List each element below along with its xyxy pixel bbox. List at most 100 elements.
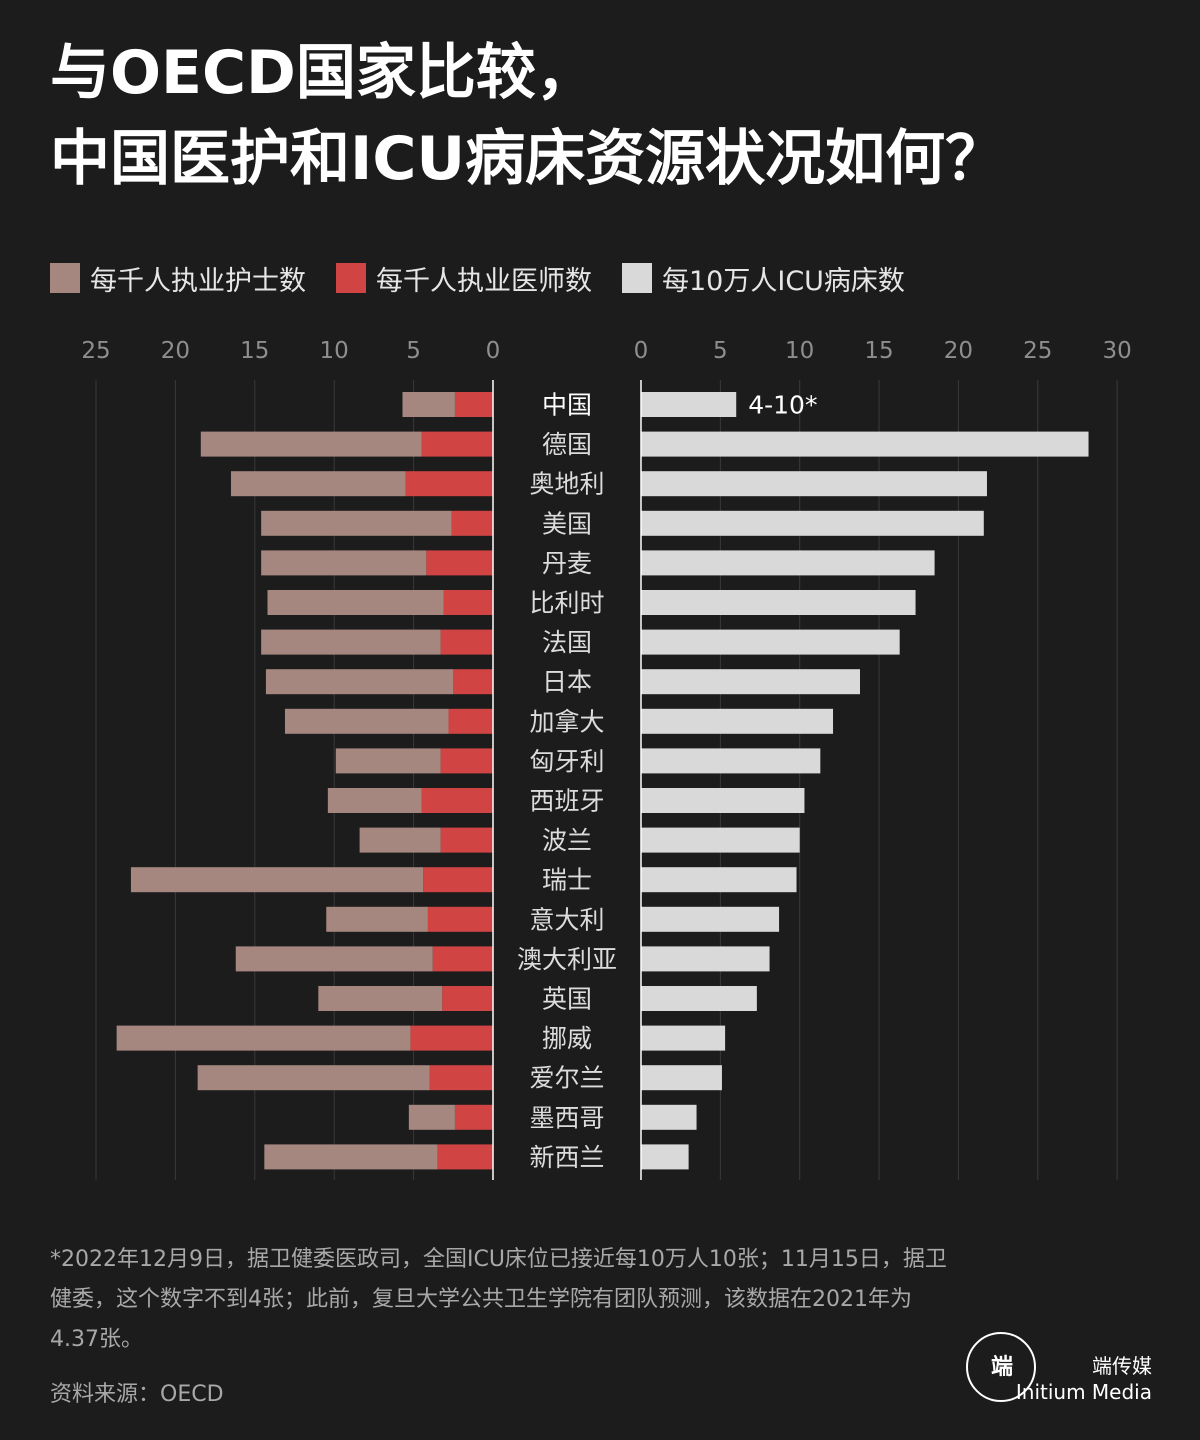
bar-icu [641, 1104, 697, 1130]
bar-icu [641, 669, 861, 695]
bar-doctors [427, 906, 493, 932]
bar-doctors [405, 471, 493, 497]
bar-doctors [423, 867, 493, 893]
bar-doctors [421, 431, 493, 457]
bar-nurses [261, 629, 441, 655]
bar-doctors [454, 1104, 493, 1130]
brand-name-cn: 端传媒 [1092, 1354, 1152, 1378]
category-label: 奥地利 [529, 470, 604, 499]
bar-icu [641, 1065, 722, 1091]
bar-icu [641, 392, 737, 417]
bar-icu [641, 867, 797, 893]
china-icu-annotation: 4-10* [748, 391, 817, 420]
bar-nurses [261, 510, 452, 536]
bar-nurses [267, 590, 444, 615]
category-label: 匈牙利 [529, 747, 604, 776]
bar-nurses [261, 550, 427, 576]
bar-chart: 25 20 15 10 5 0 0 5 10 15 20 25 30 中国德国奥地利美国丹麦比利时法国日本… [81, 338, 1132, 1180]
brand-name-en: Initium Media [1015, 1380, 1152, 1404]
category-label: 墨西哥 [529, 1103, 604, 1132]
title-line-1: 与OECD国家比较， [50, 38, 596, 108]
bar-nurses [264, 1144, 438, 1170]
bar-doctors [454, 392, 493, 417]
bar-doctors [432, 946, 493, 972]
right-axis-tick-label: 5 [713, 338, 728, 364]
legend-swatch-nurses [50, 263, 80, 293]
right-axis-tick-label: 15 [864, 338, 893, 364]
footnote: *2022年12月9日，据卫健委医政司，全国ICU床位已接近每10万人10张；1… [50, 1247, 947, 1352]
left-axis-tick-label: 10 [320, 338, 349, 364]
right-axis-tick-label: 30 [1102, 338, 1131, 364]
category-label: 澳大利亚 [517, 945, 617, 974]
bar-nurses [326, 906, 428, 932]
bar-nurses [335, 748, 441, 774]
left-axis-tick-label: 15 [240, 338, 269, 364]
brand-circle-icon: 端 [966, 1332, 1036, 1402]
bar-nurses [130, 867, 424, 893]
left-axis-tick-label: 0 [486, 338, 501, 364]
legend-label-icu: 每10万人ICU病床数 [662, 265, 905, 297]
category-label: 中国 [542, 391, 592, 420]
bar-icu [641, 827, 800, 853]
bar-icu [641, 708, 834, 734]
bar-icu [641, 629, 900, 655]
right-axis-tick-label: 10 [785, 338, 814, 364]
legend-item-nurses: 每千人执业护士数 [50, 259, 306, 298]
bar-doctors [410, 1025, 493, 1051]
source-note: 资料来源：OECD [50, 1382, 224, 1407]
brand-mark: 端 [990, 1355, 1013, 1380]
right-axis-tick-label: 0 [634, 338, 649, 364]
bar-icu [641, 550, 935, 576]
category-label: 爱尔兰 [529, 1064, 604, 1093]
bar-nurses [408, 1104, 455, 1130]
category-label: 德国 [542, 430, 592, 459]
bar-icu [641, 510, 984, 536]
title-line-2: 中国医护和ICU病床资源状况如何？ [50, 124, 1006, 194]
bar-icu [641, 1144, 689, 1170]
bar-doctors [451, 510, 493, 536]
legend-item-icu: 每10万人ICU病床数 [622, 259, 905, 298]
bar-icu [641, 471, 987, 497]
bar-icu [641, 431, 1089, 457]
chart-title: 与OECD国家比较， 中国医护和ICU病床资源状况如何？ [50, 30, 1150, 202]
bar-icu [641, 906, 780, 932]
category-label: 加拿大 [529, 707, 604, 736]
bar-doctors [448, 708, 493, 734]
left-axis-tick-label: 5 [406, 338, 421, 364]
category-label: 英国 [542, 985, 592, 1014]
legend-swatch-doctors [336, 263, 366, 293]
right-axis-tick-label: 25 [1023, 338, 1052, 364]
bar-doctors [440, 748, 493, 774]
bar-nurses [402, 392, 455, 417]
bar-nurses [200, 431, 422, 457]
bar-doctors [429, 1065, 493, 1091]
bar-icu [641, 590, 916, 615]
legend-label-nurses: 每千人执业护士数 [90, 265, 306, 297]
bar-doctors [443, 590, 493, 615]
bar-icu [641, 986, 757, 1011]
bar-nurses [359, 827, 441, 853]
legend-label-doctors: 每千人执业医师数 [376, 265, 592, 297]
bar-nurses [197, 1065, 430, 1091]
category-label: 意大利 [529, 905, 604, 934]
bar-nurses [327, 788, 422, 813]
category-label: 丹麦 [542, 549, 592, 578]
left-axis-tick-label: 20 [161, 338, 190, 364]
bar-doctors [453, 669, 493, 695]
bar-icu [641, 946, 770, 972]
category-label: 波兰 [542, 826, 592, 855]
category-label: 比利时 [529, 589, 604, 618]
bar-doctors [442, 986, 493, 1011]
bar-doctors [437, 1144, 493, 1170]
bar-nurses [265, 669, 454, 695]
category-label: 法国 [542, 628, 592, 657]
bar-doctors [421, 788, 493, 813]
legend-swatch-icu [622, 263, 652, 293]
brand-logo: 端 端传媒 Initium Media [966, 1330, 1156, 1410]
bar-nurses [235, 946, 433, 972]
category-label: 美国 [542, 509, 592, 538]
bar-icu [641, 788, 805, 813]
bar-nurses [284, 708, 449, 734]
bar-nurses [230, 471, 406, 497]
bar-nurses [318, 986, 443, 1011]
